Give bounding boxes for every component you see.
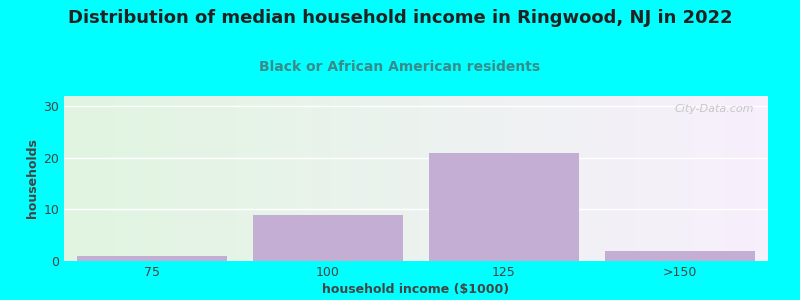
Text: Distribution of median household income in Ringwood, NJ in 2022: Distribution of median household income … [68,9,732,27]
Bar [430,153,579,261]
Y-axis label: households: households [26,139,39,218]
Text: Black or African American residents: Black or African American residents [259,60,541,74]
Text: City-Data.com: City-Data.com [674,104,754,114]
Bar [606,251,755,261]
Bar [77,256,227,261]
Bar [253,214,403,261]
X-axis label: household income ($1000): household income ($1000) [322,283,510,296]
